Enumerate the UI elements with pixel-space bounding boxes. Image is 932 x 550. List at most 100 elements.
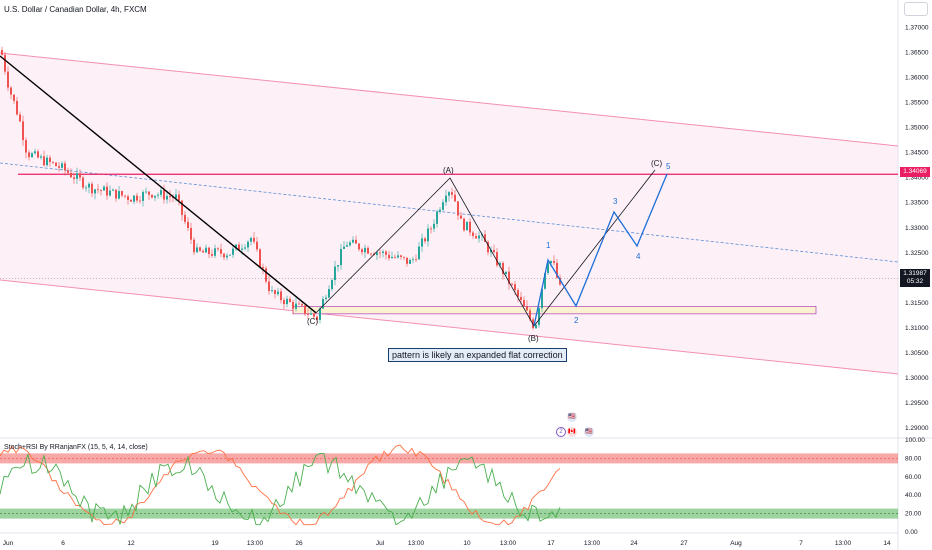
candle-body (328, 288, 330, 298)
ca-event-icon[interactable]: 🇨🇦 (567, 427, 577, 437)
candle-body (202, 250, 204, 253)
indicator-axis-label: 60.00 (905, 474, 922, 481)
candle-body (37, 151, 39, 158)
candle-body (46, 157, 48, 166)
candle-body (139, 200, 141, 202)
candle-body (334, 266, 336, 281)
candle-body (463, 218, 465, 231)
current-price-label: 1.31987 (903, 270, 927, 277)
candle-body (409, 259, 411, 264)
candle-body (244, 247, 246, 249)
projection-wave-line (533, 173, 668, 327)
candle-body (76, 173, 78, 179)
candle-body (340, 249, 342, 266)
candle-body (550, 261, 552, 264)
time-axis-label: Jul (376, 540, 385, 547)
time-axis-label: 13:00 (500, 540, 517, 547)
candle-body (118, 191, 120, 199)
wave-label: (C) (307, 317, 318, 326)
candle-body (7, 71, 9, 88)
candle-body (130, 199, 132, 202)
candle-body (499, 263, 501, 266)
candle-body (238, 244, 240, 250)
candle-body (229, 254, 231, 256)
candle-body (445, 195, 447, 203)
candle-body (100, 189, 102, 191)
candle-body (439, 209, 441, 212)
candle-body (421, 238, 423, 247)
us-event-icon[interactable]: 🇺🇸 (567, 412, 577, 422)
candle-body (151, 194, 153, 198)
candle-body (214, 248, 216, 256)
candle-body (193, 239, 195, 253)
event-count-icon[interactable]: 2 (556, 427, 566, 437)
candle-body (541, 288, 543, 309)
wave-label: (C) (651, 159, 662, 168)
candle-body (187, 221, 189, 228)
candle-body (253, 237, 255, 242)
candle-body (322, 298, 324, 309)
channel-lower-line (0, 279, 899, 375)
time-axis-label: 14 (883, 540, 891, 547)
candle-body (364, 247, 366, 253)
channel-fill (0, 53, 898, 374)
candle-body (277, 291, 279, 295)
candle-body (178, 194, 180, 201)
channel-upper-line (0, 52, 899, 147)
candle-body (88, 183, 90, 188)
candle-body (169, 195, 171, 197)
candle-body (106, 186, 108, 196)
candle-body (475, 235, 477, 239)
candle-body (52, 161, 54, 163)
stoch-line (0, 452, 561, 526)
candle-body (256, 241, 258, 250)
chart-control-button[interactable] (904, 2, 928, 16)
candle-body (208, 247, 210, 255)
candle-body (94, 189, 96, 194)
candle-body (235, 244, 237, 249)
candle-body (436, 211, 438, 224)
price-axis-label: 1.33500 (905, 200, 929, 207)
resistance-price-label: 1.34069 (903, 168, 927, 175)
price-axis-label: 1.31500 (905, 300, 929, 307)
candle-body (316, 316, 318, 320)
wave-label: 2 (574, 316, 579, 325)
candle-body (355, 239, 357, 244)
price-axis-label: 1.35500 (905, 100, 929, 107)
time-axis-label: 12 (127, 540, 135, 547)
candle-body (10, 87, 12, 95)
candle-body (112, 189, 114, 191)
countdown-label: 05:32 (906, 278, 924, 285)
candle-body (79, 173, 81, 178)
candle-body (517, 290, 519, 297)
candle-body (124, 195, 126, 197)
candle-body (403, 256, 405, 258)
candle-body (487, 241, 489, 253)
candle-body (469, 221, 471, 233)
price-axis-label: 1.29000 (905, 425, 929, 432)
candle-body (526, 306, 528, 311)
candle-body (55, 162, 57, 167)
time-axis-label: 7 (799, 540, 803, 547)
candle-body (361, 249, 363, 253)
candle-body (40, 156, 42, 158)
price-axis-label: 1.35000 (905, 125, 929, 132)
wave-abc-line (315, 169, 656, 327)
candle-body (58, 166, 60, 168)
candle-body (295, 303, 297, 309)
time-axis-label: Jun (3, 540, 14, 547)
candle-body (442, 202, 444, 210)
candle-body (412, 259, 414, 261)
candle-body (175, 194, 177, 199)
candle-body (34, 151, 36, 154)
candles-group (1, 46, 561, 330)
candle-body (217, 248, 219, 250)
current-price-tag: 1.31987 05:32 (900, 269, 930, 287)
price-axis-label: 1.34000 (905, 175, 929, 182)
indicator-axis-label: 80.00 (905, 455, 922, 462)
us-event-icon-2[interactable]: 🇺🇸 (584, 427, 594, 437)
candle-body (457, 201, 459, 216)
candle-body (460, 215, 462, 219)
candle-body (25, 140, 27, 153)
